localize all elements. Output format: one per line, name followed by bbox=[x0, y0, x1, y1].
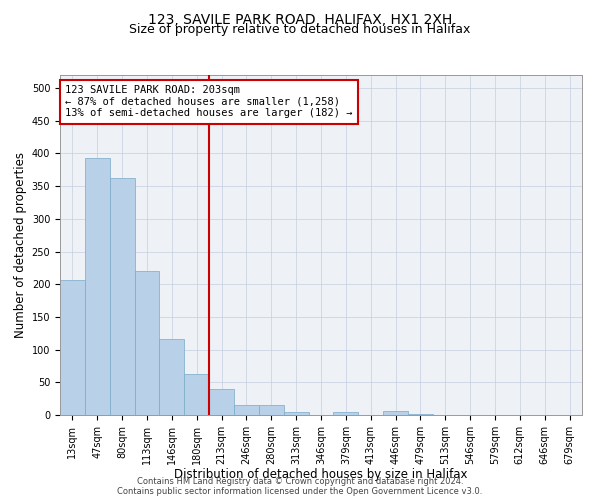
Bar bbox=[334, 412, 358, 415]
Bar bbox=[134, 270, 160, 415]
Bar bbox=[209, 389, 234, 415]
Bar bbox=[383, 411, 408, 415]
Text: Contains HM Land Registry data © Crown copyright and database right 2024.: Contains HM Land Registry data © Crown c… bbox=[137, 478, 463, 486]
Text: 123 SAVILE PARK ROAD: 203sqm
← 87% of detached houses are smaller (1,258)
13% of: 123 SAVILE PARK ROAD: 203sqm ← 87% of de… bbox=[65, 85, 353, 118]
Bar bbox=[259, 405, 284, 415]
Bar bbox=[160, 339, 184, 415]
Bar bbox=[85, 158, 110, 415]
Bar bbox=[184, 374, 209, 415]
Y-axis label: Number of detached properties: Number of detached properties bbox=[14, 152, 28, 338]
Bar bbox=[110, 178, 134, 415]
Bar bbox=[408, 414, 433, 415]
X-axis label: Distribution of detached houses by size in Halifax: Distribution of detached houses by size … bbox=[174, 468, 468, 481]
Bar bbox=[234, 405, 259, 415]
Text: Size of property relative to detached houses in Halifax: Size of property relative to detached ho… bbox=[130, 22, 470, 36]
Bar bbox=[60, 280, 85, 415]
Text: Contains public sector information licensed under the Open Government Licence v3: Contains public sector information licen… bbox=[118, 488, 482, 496]
Text: 123, SAVILE PARK ROAD, HALIFAX, HX1 2XH: 123, SAVILE PARK ROAD, HALIFAX, HX1 2XH bbox=[148, 12, 452, 26]
Bar bbox=[284, 412, 308, 415]
